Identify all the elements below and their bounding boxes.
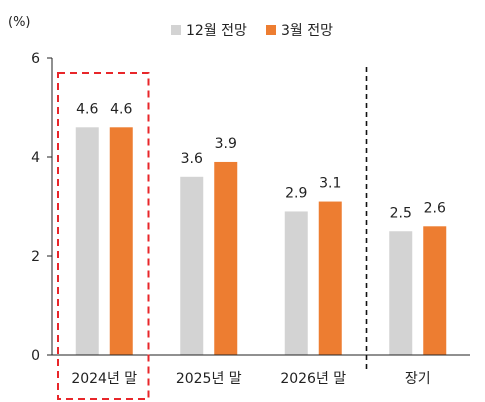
decorations [57,67,368,400]
x-axis: 2024년 말 2025년 말 2026년 말 장기 [52,354,470,387]
bar-장기-12월 전망 [389,231,413,355]
y-tick-label: 6 [31,51,40,67]
data-label: 3.1 [319,176,341,192]
data-label: 4.6 [110,101,132,117]
data-label: 2.6 [424,200,446,216]
bar-2024년 말-12월 전망 [75,127,99,355]
y-axis-unit-label: (%) [8,15,31,30]
legend-label-12월-forecast: 12월 전망 [186,23,247,39]
legend-swatch-3월-forecast [266,25,276,35]
legend-swatch-12월-forecast [171,25,181,35]
data-label: 4.6 [76,101,98,117]
x-category-label: 2025년 말 [176,371,242,387]
legend: 12월 전망 3월 전망 [171,23,333,39]
data-label: 2.5 [390,205,412,221]
y-tick-label: 0 [31,348,40,364]
legend-label-3월-forecast: 3월 전망 [281,23,333,39]
bar-장기-3월 전망 [423,226,447,355]
data-label: 2.9 [285,185,307,201]
bar-2026년 말-12월 전망 [284,211,308,355]
highlight-box [57,72,150,400]
y-tick-label: 4 [31,150,40,166]
x-category-label: 2024년 말 [71,371,137,387]
y-tick-label: 2 [31,249,40,265]
bar-2025년 말-12월 전망 [180,176,204,355]
bars [75,127,447,355]
data-label: 3.9 [215,136,237,152]
y-axis: 0 2 4 6 [31,51,53,364]
x-category-label: 장기 [405,371,431,387]
bar-2026년 말-3월 전망 [318,201,342,355]
bar-2025년 말-3월 전망 [214,161,238,355]
x-category-label: 2026년 말 [280,371,346,387]
bar-2024년 말-3월 전망 [109,127,133,355]
data-label: 3.6 [181,151,203,167]
data-labels: 4.6 4.6 3.6 3.9 2.9 3.1 2.5 2.6 [76,101,446,221]
